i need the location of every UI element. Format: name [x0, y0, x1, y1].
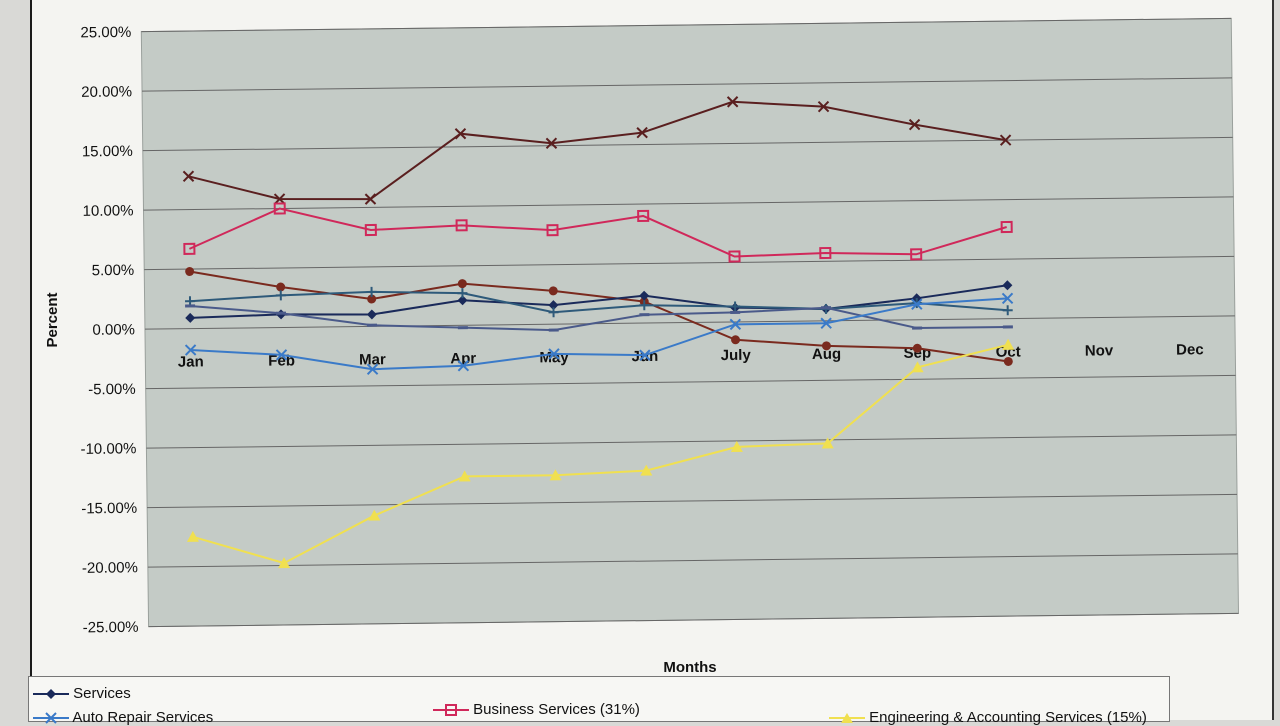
x-axis-title: Months: [663, 659, 716, 676]
legend-label-business: Business Services (31%): [473, 701, 640, 718]
triangle-marker-icon: [829, 712, 865, 724]
legend-label-engineering: Engineering & Accounting Services (15%): [869, 709, 1147, 726]
diamond-marker-icon: [33, 688, 69, 700]
legend-item-auto: Auto Repair Services: [33, 709, 213, 726]
y-tick-label: -15.00%: [81, 500, 137, 518]
legend-label-services: Services: [73, 685, 131, 702]
y-tick-labels: 25.00% 20.00% 15.00% 10.00% 5.00% 0.00% -5.00%…: [75, 24, 138, 637]
x-tick-label: Nov: [1085, 342, 1114, 359]
y-tick-label: -20.00%: [82, 559, 138, 577]
square-marker-icon: [433, 704, 469, 716]
y-tick-label: -10.00%: [80, 440, 136, 458]
legend-label-auto: Auto Repair Services: [72, 709, 213, 726]
y-tick-label: 5.00%: [92, 262, 135, 280]
x-tick-label: May: [539, 349, 569, 366]
legend-item-business: Business Services (31%): [433, 701, 640, 718]
y-tick-label: 25.00%: [80, 24, 131, 42]
x-tick-label: July: [721, 347, 752, 364]
x-tick-label: Jan: [178, 353, 204, 370]
y-tick-label: -25.00%: [83, 619, 139, 637]
legend-item-engineering: Engineering & Accounting Services (15%): [829, 709, 1147, 726]
x-tick-label: Dec: [1176, 341, 1204, 358]
legend-item-services: Services: [33, 685, 131, 702]
y-tick-label: -5.00%: [88, 381, 136, 399]
x-marker-icon: [33, 712, 69, 724]
y-tick-label: 15.00%: [82, 143, 133, 161]
y-axis-title: Percent: [44, 292, 61, 347]
y-tick-label: 20.00%: [81, 83, 132, 101]
x-tick-label: Mar: [359, 351, 386, 368]
legend: Services Auto Repair Services Business S…: [28, 676, 1170, 722]
y-tick-label: 10.00%: [83, 202, 134, 220]
y-tick-label: 0.00%: [92, 321, 135, 339]
